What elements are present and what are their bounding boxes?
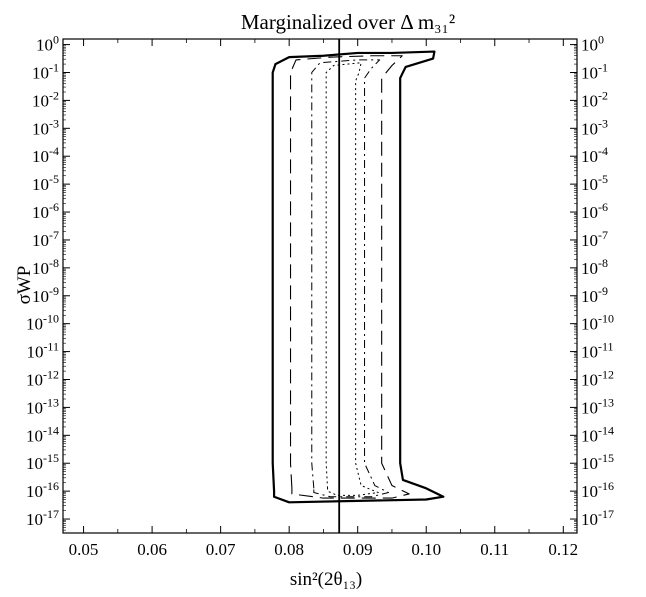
y-axis-title: σWP — [14, 266, 35, 305]
x-tick-label: 0.10 — [411, 540, 441, 559]
y-tick-label: 10-16 — [26, 479, 59, 501]
y-tick-label-right: 10-16 — [581, 479, 614, 501]
x-tick-label: 0.12 — [548, 540, 578, 559]
y-tick-label: 10-11 — [26, 340, 59, 362]
y-tick-label: 10-2 — [32, 88, 59, 110]
y-tick-label-right: 10-8 — [581, 256, 608, 278]
x-axis-title: sin²(2θ₁₃) — [290, 569, 362, 590]
y-tick-label-right: 10-12 — [581, 367, 614, 389]
y-tick-label: 10-12 — [26, 367, 59, 389]
y-tick-label: 10-7 — [32, 228, 59, 250]
plot-frame — [62, 38, 578, 534]
y-tick-label: 10-14 — [26, 423, 59, 445]
y-tick-label-right: 10-4 — [581, 144, 608, 166]
y-tick-label-right: 10-7 — [581, 228, 608, 250]
y-tick-label-right: 10-1 — [581, 60, 608, 82]
y-tick-label-right: 10-17 — [581, 507, 614, 529]
y-tick-label: 10-10 — [26, 312, 59, 334]
y-tick-label-right: 10-13 — [581, 395, 614, 417]
y-tick-label: 10-3 — [32, 116, 59, 138]
contour-long-dash — [289, 55, 410, 499]
y-tick-label: 100 — [36, 33, 59, 55]
x-axis: 0.05 0.06 0.07 0.08 0.09 0.10 0.11 0.12 — [69, 39, 578, 559]
contour-dotted — [325, 62, 379, 496]
y-tick-label-right: 10-10 — [581, 312, 614, 334]
y-tick-label-right: 10-9 — [581, 284, 608, 306]
y-tick-label-right: 10-11 — [581, 340, 614, 362]
y-tick-label-right: 10-5 — [581, 172, 608, 194]
y-tick-label: 10-4 — [32, 144, 59, 166]
y-tick-label: 10-1 — [32, 60, 59, 82]
y-tick-label-right: 10-3 — [581, 116, 608, 138]
x-tick-label: 0.05 — [69, 540, 99, 559]
y-tick-label: 10-8 — [32, 256, 59, 278]
x-tick-label: 0.06 — [137, 540, 167, 559]
y-tick-label: 10-13 — [26, 395, 59, 417]
x-tick-label: 0.11 — [480, 540, 509, 559]
y-tick-label: 10-5 — [32, 172, 59, 194]
x-tick-label: 0.09 — [343, 540, 373, 559]
y-tick-label-right: 10-2 — [581, 88, 608, 110]
y-tick-label: 10-6 — [32, 200, 59, 222]
y-tick-label-right: 10-15 — [581, 451, 614, 473]
y-tick-label-right: 100 — [581, 33, 604, 55]
y-tick-label: 10-17 — [26, 507, 59, 529]
contour-series — [271, 50, 445, 504]
contour-solid-thick — [271, 50, 445, 504]
contour-dash-dot — [311, 59, 390, 498]
y-tick-label-right: 10-14 — [581, 423, 614, 445]
x-tick-label: 0.08 — [274, 540, 304, 559]
y-tick-label-right: 10-6 — [581, 200, 608, 222]
chart-title: Marginalized over Δ m₃₁² — [241, 10, 455, 34]
y-tick-label: 10-15 — [26, 451, 59, 473]
x-tick-label: 0.07 — [206, 540, 236, 559]
y-tick-label: 10-9 — [32, 284, 59, 306]
